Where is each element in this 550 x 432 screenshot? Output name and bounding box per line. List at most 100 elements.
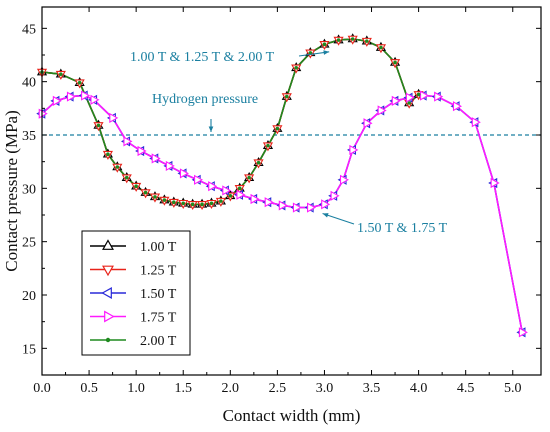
legend-item-1-00-t: 1.00 T bbox=[90, 239, 177, 255]
data-point-2-00-t bbox=[407, 101, 411, 105]
data-point-1-75-t bbox=[179, 168, 189, 179]
data-point-2-00-t bbox=[284, 94, 289, 99]
data-point-2-00-t bbox=[143, 190, 148, 195]
data-point-1-75-t bbox=[349, 144, 359, 156]
data-point-2-00-t bbox=[77, 80, 82, 85]
annotation-lower-label: 1.50 T & 1.75 T bbox=[357, 221, 448, 236]
legend-label: 1.00 T bbox=[140, 240, 177, 255]
legend-marker bbox=[102, 239, 114, 250]
x-axis-title: Contact width (mm) bbox=[223, 406, 361, 425]
data-point-1-75-t bbox=[81, 90, 91, 101]
data-point-2-00-t bbox=[162, 198, 167, 202]
data-point-2-00-t bbox=[190, 202, 195, 207]
data-point-2-00-t bbox=[153, 195, 157, 199]
data-point-2-00-t bbox=[59, 72, 63, 76]
data-point-2-00-t bbox=[393, 60, 397, 65]
data-point-1-75-t bbox=[307, 202, 317, 213]
legend-item-2-00-t: 2.00 T bbox=[90, 334, 177, 349]
legend-marker bbox=[104, 310, 115, 323]
data-point-2-00-t bbox=[256, 160, 261, 165]
data-point-2-00-t bbox=[228, 194, 233, 198]
y-tick-label: 25 bbox=[22, 236, 36, 251]
data-point-2-00-t bbox=[106, 152, 110, 156]
data-point-2-00-t bbox=[275, 126, 280, 131]
annotation-upper-arrow bbox=[298, 50, 330, 57]
plot-frame bbox=[41, 6, 542, 376]
x-tick-label: 3.0 bbox=[316, 381, 334, 396]
data-point-1-75-t bbox=[90, 94, 100, 105]
x-tick-label: 1.5 bbox=[174, 381, 192, 396]
legend-label: 2.00 T bbox=[140, 334, 177, 349]
legend-label: 1.75 T bbox=[140, 311, 177, 326]
x-tick-label: 1.0 bbox=[127, 381, 145, 396]
legend-label: 1.25 T bbox=[140, 264, 177, 279]
legend-marker bbox=[105, 337, 111, 343]
x-tick-label: 2.5 bbox=[269, 381, 287, 396]
legend: 1.00 T 1.25 T 1.50 T 1.75 T 2.00 T bbox=[81, 230, 191, 356]
data-point-1-75-t bbox=[363, 118, 373, 129]
annotation-upper-label: 1.00 T & 1.25 T & 2.00 T bbox=[130, 50, 275, 65]
annotation-lower-arrow bbox=[322, 213, 355, 225]
data-point-1-75-t bbox=[236, 189, 246, 200]
legend-marker bbox=[102, 265, 114, 277]
data-point-1-75-t bbox=[151, 153, 161, 164]
data-point-2-00-t bbox=[379, 45, 383, 50]
y-tick-label: 40 bbox=[22, 76, 36, 91]
x-tick-label: 0.5 bbox=[80, 381, 98, 396]
data-point-1-75-t bbox=[330, 190, 340, 201]
hydrogen-pressure-label: Hydrogen pressure bbox=[152, 92, 258, 107]
data-point-1-75-t bbox=[165, 160, 175, 172]
data-point-1-75-t bbox=[434, 91, 444, 102]
data-point-2-00-t bbox=[181, 201, 186, 206]
data-point-1-75-t bbox=[123, 136, 133, 147]
hydrogen-pressure-arrow bbox=[208, 119, 214, 132]
data-point-2-00-t bbox=[322, 42, 327, 47]
data-point-1-75-t bbox=[471, 117, 481, 128]
legend-item-1-25-t: 1.25 T bbox=[90, 264, 177, 279]
data-point-1-75-t bbox=[452, 101, 462, 112]
y-tick-label: 20 bbox=[22, 289, 36, 304]
data-point-2-00-t bbox=[336, 38, 341, 42]
data-point-2-00-t bbox=[172, 200, 176, 204]
x-tick-label: 4.5 bbox=[457, 381, 475, 396]
x-tick-label: 3.5 bbox=[363, 381, 381, 396]
legend-item-1-75-t: 1.75 T bbox=[90, 311, 177, 326]
data-point-1-75-t bbox=[109, 112, 119, 124]
data-point-2-00-t bbox=[416, 92, 421, 97]
y-tick-label: 35 bbox=[22, 129, 36, 144]
data-point-1-75-t bbox=[420, 90, 430, 101]
data-point-1-75-t bbox=[222, 185, 232, 196]
data-point-1-75-t bbox=[66, 91, 76, 102]
data-point-2-00-t bbox=[115, 165, 120, 169]
data-point-2-00-t bbox=[219, 199, 223, 203]
data-point-1-75-t bbox=[377, 105, 387, 116]
data-point-1-75-t bbox=[250, 193, 260, 205]
data-point-1-75-t bbox=[518, 327, 528, 338]
data-point-2-00-t bbox=[209, 201, 214, 206]
data-point-1-75-t bbox=[405, 92, 415, 103]
data-point-2-00-t bbox=[237, 186, 242, 191]
data-point-2-00-t bbox=[350, 37, 355, 41]
data-point-1-75-t bbox=[194, 174, 204, 185]
x-tick-label: 4.0 bbox=[410, 381, 428, 396]
x-tick-label: 0.0 bbox=[33, 381, 51, 396]
data-point-1-75-t bbox=[490, 177, 500, 189]
x-tick-label: 2.0 bbox=[222, 381, 240, 396]
data-point-1-75-t bbox=[321, 199, 331, 210]
data-point-1-75-t bbox=[38, 108, 48, 119]
y-axis-title: Contact pressure (MPa) bbox=[2, 110, 21, 271]
data-point-2-00-t bbox=[365, 39, 369, 43]
data-point-1-75-t bbox=[391, 95, 401, 106]
data-point-1-75-t bbox=[208, 181, 218, 192]
y-tick-label: 30 bbox=[22, 182, 36, 197]
data-point-2-00-t bbox=[124, 175, 129, 180]
legend-item-1-50-t: 1.50 T bbox=[90, 287, 177, 302]
data-point-1-75-t bbox=[292, 202, 302, 213]
data-point-1-75-t bbox=[137, 145, 147, 157]
y-tick-label: 45 bbox=[22, 22, 36, 37]
data-point-2-00-t bbox=[294, 66, 299, 70]
data-point-2-00-t bbox=[247, 175, 251, 180]
y-tick-label: 15 bbox=[22, 342, 36, 357]
